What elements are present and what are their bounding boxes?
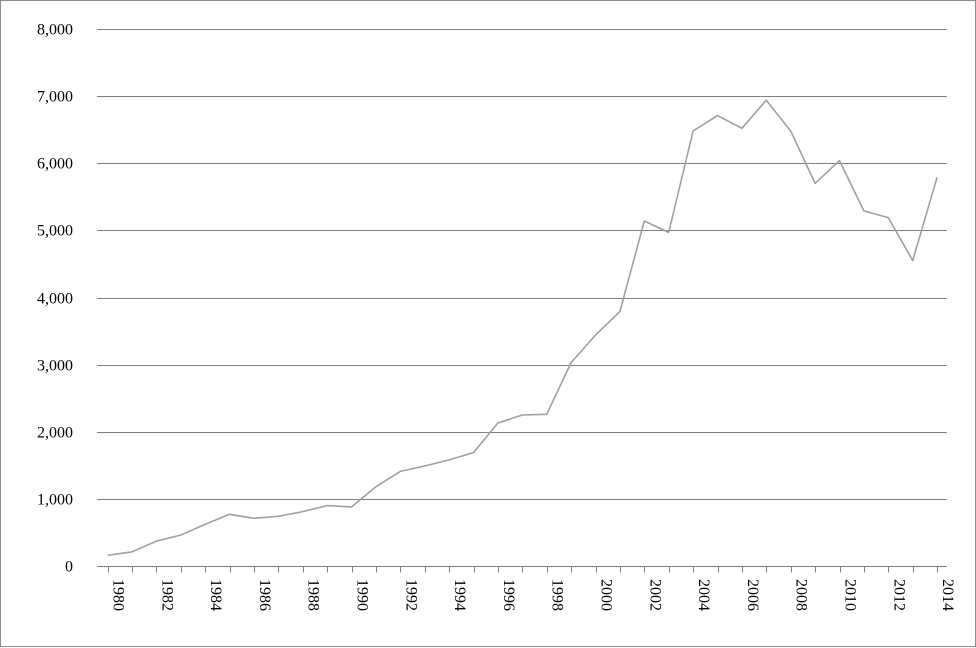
x-tick-label: 1998 [549,579,566,611]
y-tick-label: 1,000 [37,492,73,509]
x-tick-label: 1988 [305,579,322,611]
series-line [107,99,938,557]
y-tick-label: 4,000 [37,291,73,308]
x-tick-label: 2000 [598,579,615,611]
x-tick-label: 1990 [354,579,371,611]
x-tick-label: 1984 [207,579,224,611]
x-tick-label: 2012 [890,579,907,611]
y-tick-label: 7,000 [37,89,73,106]
x-tick-label: 1994 [451,579,468,611]
series-layer [107,99,938,557]
x-tick-label: 2002 [646,579,663,611]
x-tick-label: 2004 [695,579,712,611]
axes [97,566,947,573]
x-tick-label: 1980 [110,579,127,611]
x-tick-label: 2008 [793,579,810,611]
gridlines [97,29,947,500]
y-tick-label: 6,000 [37,156,73,173]
x-tick-label: 2010 [842,579,859,611]
y-tick-label: 3,000 [37,358,73,375]
x-tick-label: 1986 [256,579,273,611]
x-tick-label: 1982 [158,579,175,611]
y-tick-labels: 0 1,000 2,000 3,000 4,000 5,000 6,000 7,000 8,00… [37,22,73,576]
x-tick-label: 2006 [744,579,761,611]
x-tick-label: 1996 [500,579,517,611]
x-tick-label: 1992 [402,579,419,611]
x-tick-label: 2014 [939,579,956,611]
y-tick-label: 5,000 [37,223,73,240]
y-tick-label: 8,000 [37,22,73,39]
x-tick-labels: 1980 1982 1984 1986 1988 1990 1992 1994 1996 1998… [110,579,957,611]
y-tick-label: 0 [65,559,73,576]
y-tick-label: 2,000 [37,425,73,442]
